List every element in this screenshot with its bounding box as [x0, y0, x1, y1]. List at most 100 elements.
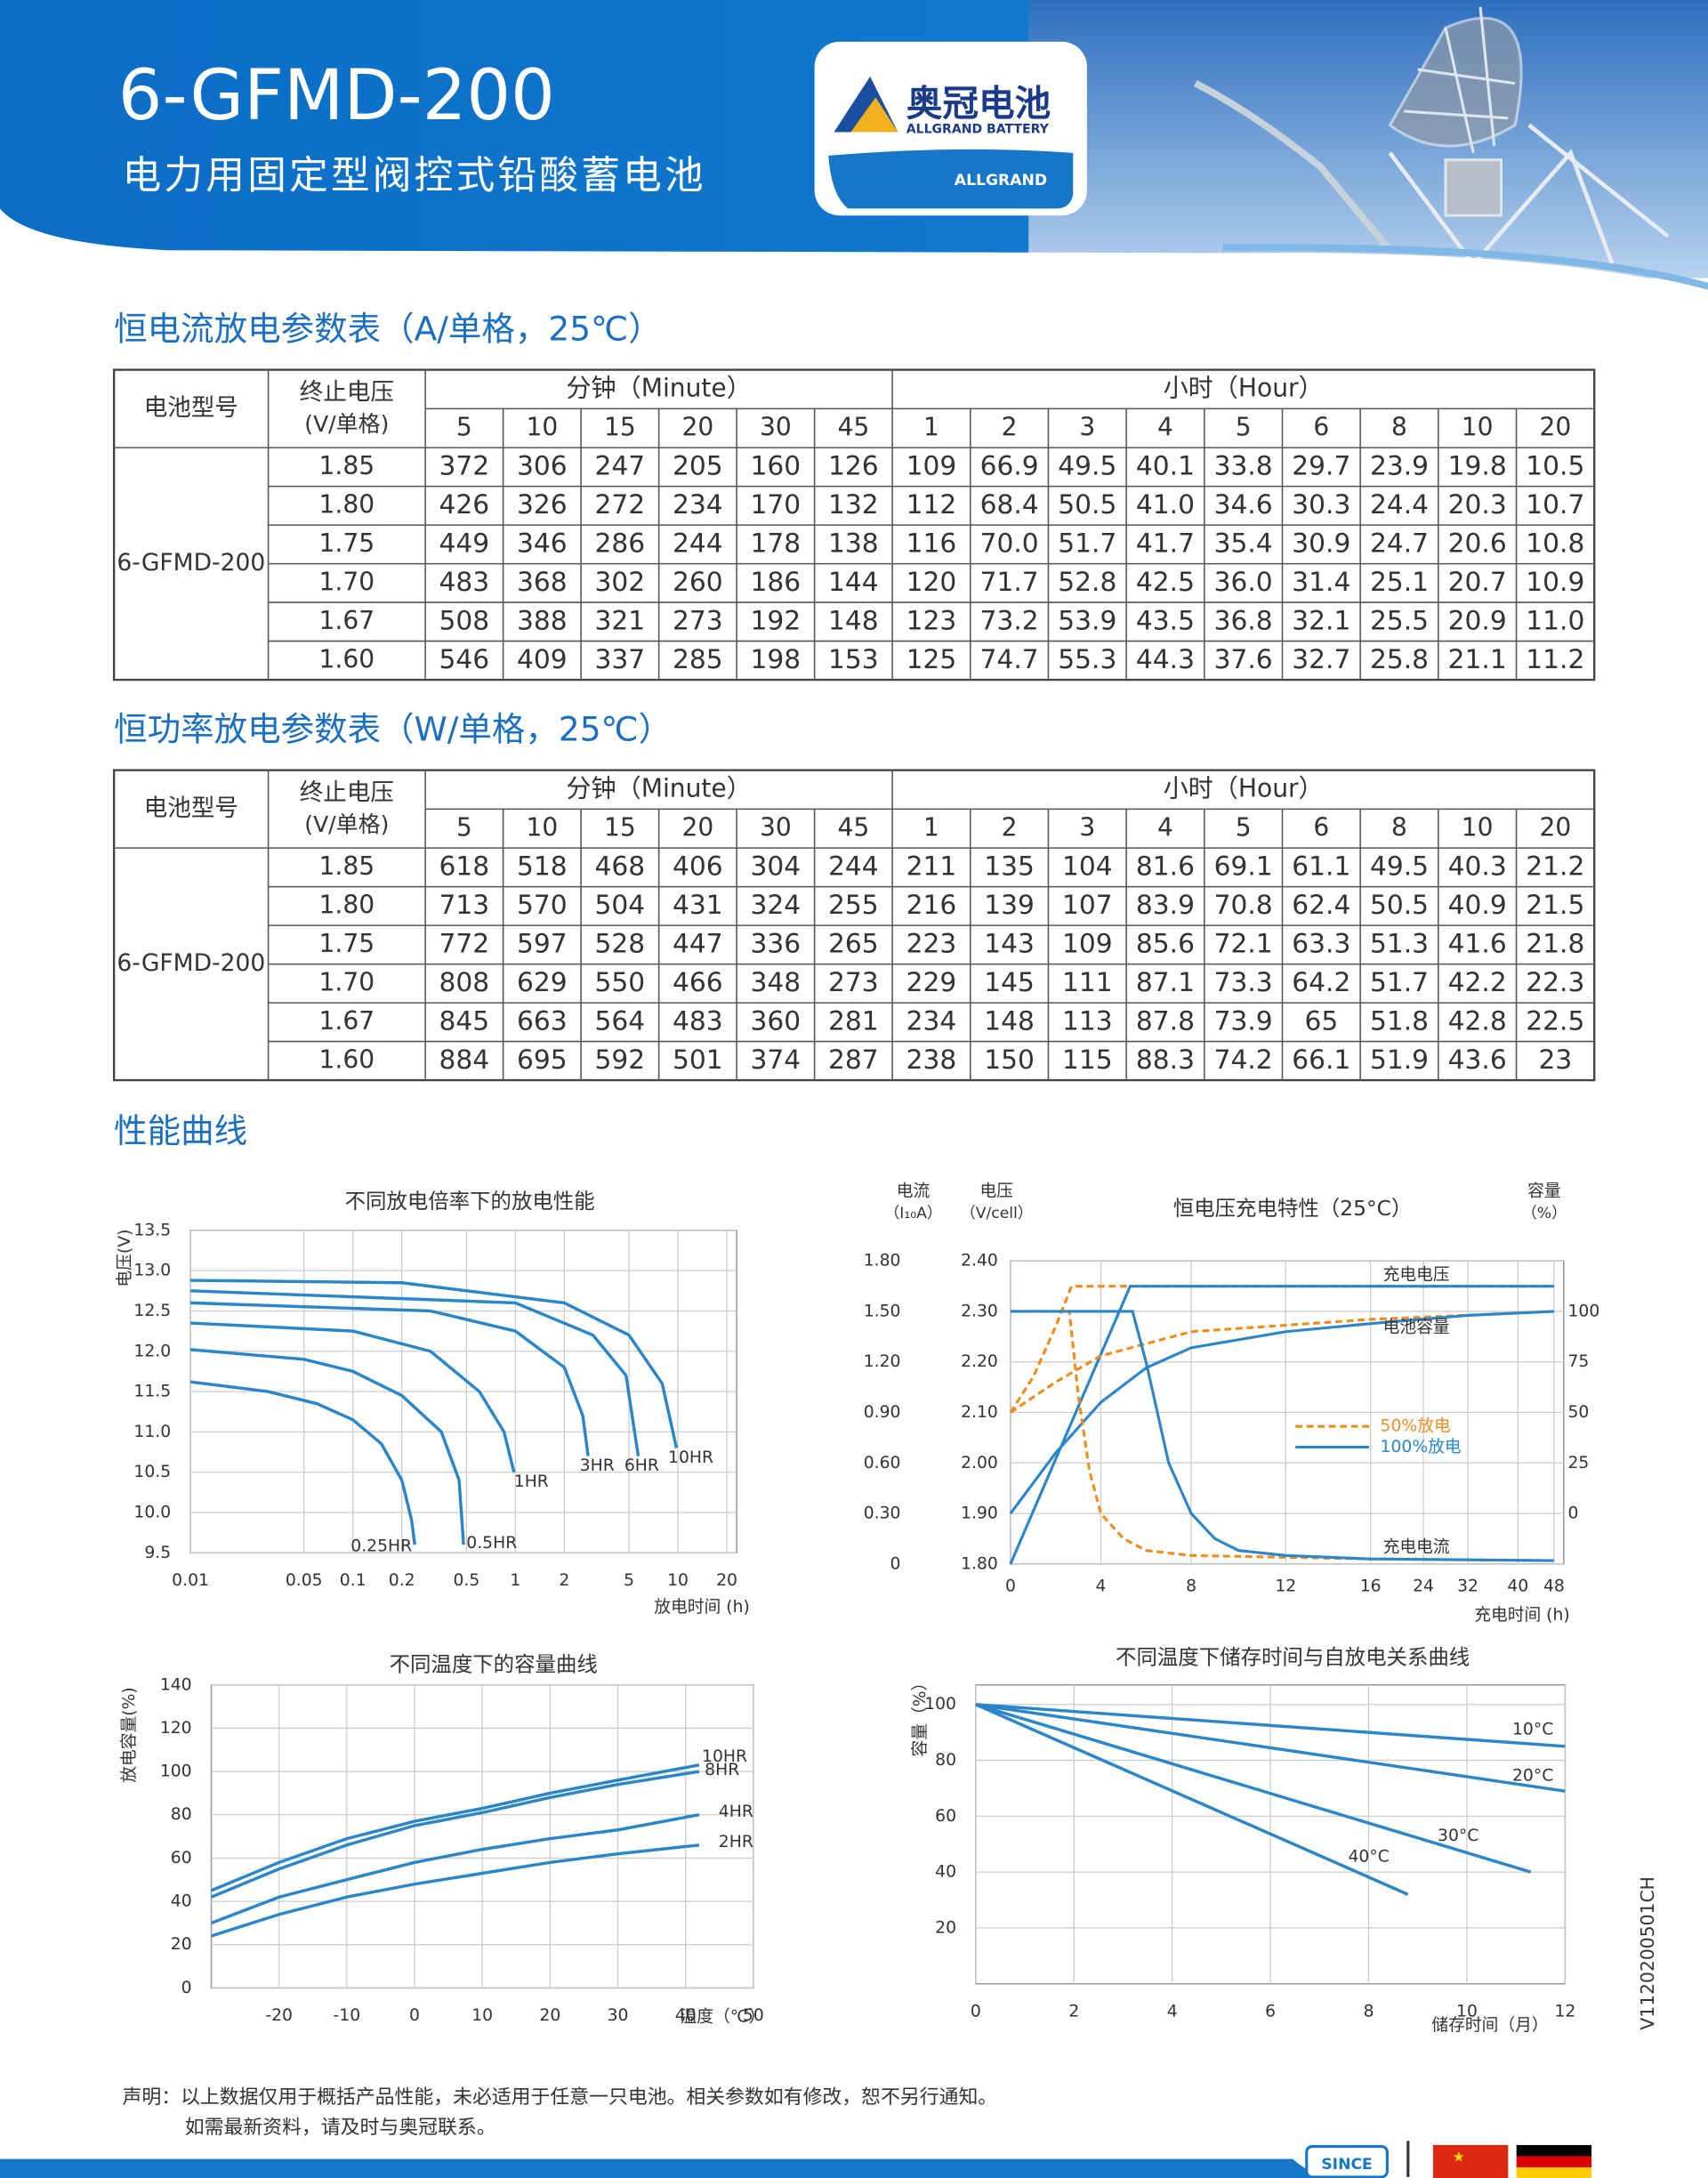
value-cell: 302: [595, 566, 646, 597]
value-cell: 71.7: [980, 566, 1039, 597]
x-tick-label: 2: [1068, 2002, 1079, 2021]
flag-star: ★: [1453, 2150, 1465, 2166]
voltage-cell: 1.60: [319, 1045, 375, 1074]
value-cell: 11.0: [1526, 604, 1584, 635]
value-cell: 238: [906, 1044, 957, 1075]
curve: [975, 1703, 1409, 1896]
model-cell: 6-GFMD-200: [117, 949, 265, 977]
x-tick-label: 10: [471, 2006, 493, 2025]
value-cell: 449: [439, 527, 490, 558]
value-cell: 25.5: [1370, 604, 1429, 635]
curve-label: 10HR: [702, 1747, 747, 1766]
axis-unit: （I₁₀A）: [884, 1205, 942, 1222]
value-cell: 36.0: [1214, 566, 1273, 597]
y-tick-label: 0.60: [864, 1454, 901, 1472]
x-tick-label: 0.2: [389, 1571, 415, 1590]
curve: [1009, 1285, 1554, 1414]
value-cell: 50.5: [1370, 889, 1429, 920]
y-tick-label: 40: [935, 1863, 956, 1882]
y-tick-label: 13.5: [133, 1221, 171, 1239]
head-hour-col: 20: [1539, 812, 1571, 842]
value-cell: 52.8: [1058, 566, 1116, 597]
head-voltage: 终止电压: [300, 779, 394, 807]
value-cell: 51.7: [1370, 966, 1429, 997]
head-minute-col: 45: [837, 412, 869, 441]
voltage-cell: 1.70: [319, 567, 375, 596]
value-cell: 24.4: [1370, 488, 1429, 520]
flag-cn: [1432, 2144, 1509, 2178]
x-tick-label: 0.05: [286, 1571, 323, 1590]
value-cell: 483: [673, 1004, 723, 1036]
value-cell: 116: [906, 527, 957, 558]
y-tick-label: 25: [1567, 1454, 1589, 1472]
value-cell: 348: [751, 966, 802, 997]
value-cell: 49.5: [1370, 850, 1429, 881]
x-tick-label: 8: [1364, 2002, 1374, 2021]
y-tick-label: 2.30: [961, 1302, 998, 1320]
value-cell: 504: [595, 889, 646, 920]
head-minute-col: 45: [837, 812, 869, 842]
x-tick-label: 24: [1413, 1577, 1434, 1595]
head-model: 电池型号: [144, 795, 238, 822]
value-cell: 663: [517, 1004, 568, 1036]
x-tick-label: 1: [510, 1571, 520, 1590]
x-tick-label: 20: [716, 1571, 737, 1590]
value-cell: 33.8: [1214, 449, 1273, 480]
value-cell: 564: [595, 1004, 646, 1036]
curve: [189, 1348, 465, 1545]
head-hour-col: 5: [1236, 412, 1252, 441]
value-cell: 468: [595, 850, 646, 881]
x-tick-label: 0.5: [453, 1571, 479, 1590]
subtitle: 电力用固定型阀控式铅酸蓄电池: [123, 153, 706, 198]
value-cell: 10.5: [1526, 449, 1584, 480]
x-tick-label: 48: [1543, 1577, 1565, 1595]
value-cell: 43.5: [1136, 604, 1195, 635]
value-cell: 40.1: [1136, 449, 1195, 480]
y-tick-label: 50: [1567, 1403, 1589, 1422]
x-tick-label: 8: [1186, 1577, 1196, 1595]
value-cell: 30.9: [1292, 527, 1350, 558]
head-minute-col: 10: [526, 812, 558, 842]
value-cell: 466: [673, 966, 723, 997]
x-tick-label: 50: [743, 2006, 764, 2025]
header-swoosh: [1222, 244, 1708, 290]
y-tick-label: 20: [171, 1935, 192, 1954]
curve: [189, 1289, 640, 1456]
value-cell: 321: [595, 604, 646, 635]
head-minute-col: 20: [681, 812, 713, 842]
axis-head: 电压: [980, 1182, 1013, 1201]
legend-label: 50%放电: [1381, 1416, 1451, 1436]
voltage-cell: 1.75: [319, 929, 375, 958]
value-cell: 20.6: [1448, 527, 1507, 558]
value-cell: 115: [1062, 1044, 1113, 1075]
value-cell: 229: [906, 966, 957, 997]
logo-emblem-accent: [850, 97, 898, 133]
head-minute: 分钟（Minute）: [566, 374, 751, 403]
value-cell: 32.1: [1292, 604, 1350, 635]
value-cell: 265: [828, 927, 879, 958]
curve: [1009, 1285, 1554, 1565]
voltage-cell: 1.70: [319, 967, 375, 996]
footer-note: 如需最新资料，请及时与奥冠联系。: [185, 2117, 496, 2139]
value-cell: 29.7: [1292, 449, 1350, 480]
voltage-cell: 1.85: [319, 851, 375, 881]
value-cell: 41.7: [1136, 527, 1195, 558]
value-cell: 23: [1538, 1044, 1572, 1075]
value-cell: 426: [439, 488, 490, 520]
axis-head: 电流: [897, 1182, 931, 1201]
value-cell: 36.8: [1214, 604, 1273, 635]
value-cell: 148: [828, 604, 879, 635]
value-cell: 570: [517, 889, 568, 920]
value-cell: 66.9: [980, 449, 1039, 480]
value-cell: 113: [1062, 1004, 1113, 1036]
value-cell: 70.8: [1214, 889, 1273, 920]
value-cell: 30.3: [1292, 488, 1350, 520]
x-tick-label: 12: [1275, 1577, 1296, 1595]
x-axis-label: 温度（℃）: [680, 2007, 765, 2027]
value-cell: 337: [595, 643, 646, 674]
curve: [975, 1703, 1566, 1748]
voltage-cell: 1.60: [319, 644, 375, 674]
curve: [975, 1703, 1532, 1874]
x-tick-label: 4: [1096, 1577, 1107, 1595]
value-cell: 336: [751, 927, 802, 958]
